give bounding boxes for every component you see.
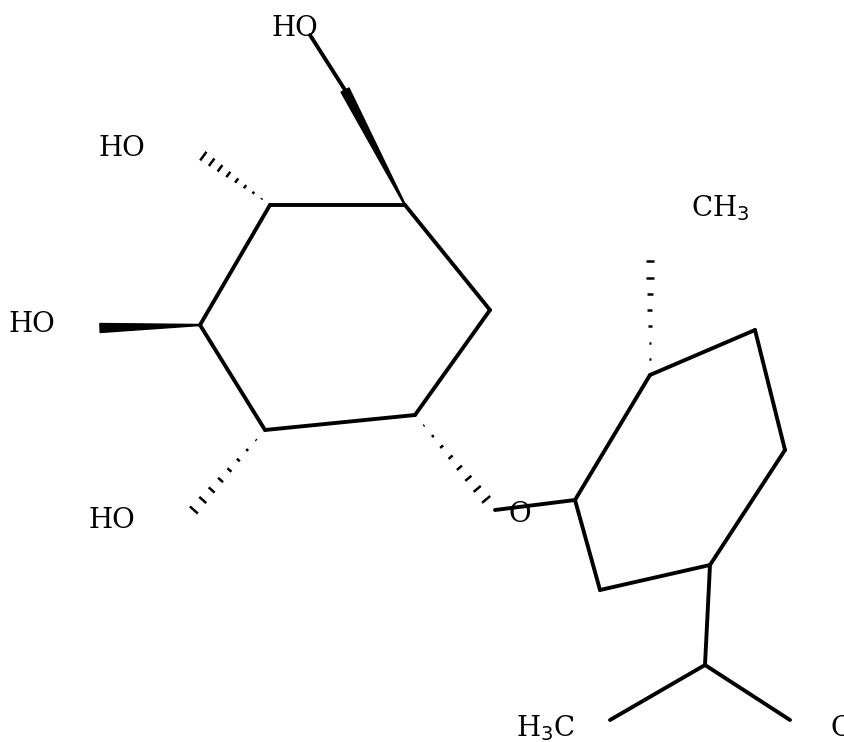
Text: HO: HO — [8, 312, 55, 338]
Text: CH$_3$: CH$_3$ — [829, 713, 844, 742]
Text: HO: HO — [271, 15, 318, 42]
Text: H$_3$C: H$_3$C — [515, 713, 574, 742]
Text: HO: HO — [88, 507, 135, 533]
Polygon shape — [341, 88, 405, 206]
Text: O: O — [508, 502, 531, 528]
Text: CH$_3$: CH$_3$ — [690, 193, 749, 223]
Polygon shape — [100, 324, 200, 332]
Text: HO: HO — [98, 134, 145, 162]
